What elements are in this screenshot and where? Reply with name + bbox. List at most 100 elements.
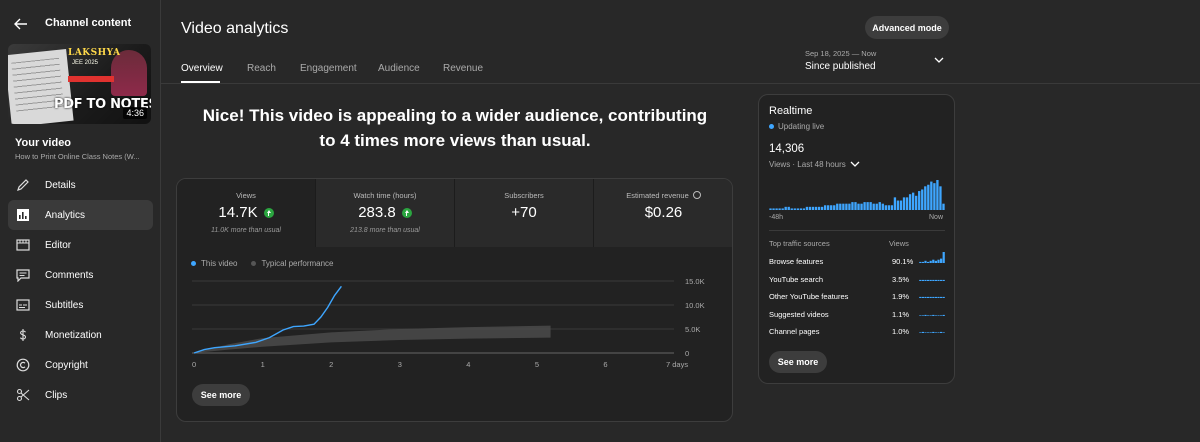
sidebar-item-comments[interactable]: Comments (8, 260, 153, 290)
metric-revenue[interactable]: Estimated revenue $0.26 (594, 179, 732, 247)
realtime-bar[interactable] (799, 208, 803, 210)
realtime-bar[interactable] (863, 202, 866, 210)
realtime-bar[interactable] (769, 208, 772, 210)
realtime-bar[interactable] (875, 203, 878, 210)
sidebar-item-label: Editor (45, 239, 72, 251)
tab-revenue[interactable]: Revenue (443, 63, 484, 74)
traffic-source-row[interactable]: Suggested videos 1.1% (769, 310, 945, 327)
video-thumbnail[interactable]: LAKSHYA JEE 2025 PDF TO NOTES 4:36 (8, 44, 151, 124)
realtime-bar[interactable] (796, 208, 799, 210)
realtime-bar[interactable] (918, 191, 921, 210)
realtime-bar[interactable] (924, 186, 927, 210)
realtime-bar[interactable] (839, 203, 842, 210)
realtime-bar[interactable] (790, 208, 793, 210)
sparkline-bar (937, 314, 940, 316)
realtime-bar[interactable] (911, 192, 915, 210)
realtime-axis-start: -48h (769, 214, 784, 221)
realtime-bar[interactable] (814, 206, 818, 210)
advanced-mode-button[interactable]: Advanced mode (865, 16, 949, 39)
sparkline-bar (940, 296, 943, 298)
realtime-bar[interactable] (908, 194, 912, 210)
tab-overview[interactable]: Overview (181, 63, 223, 74)
realtime-bar[interactable] (836, 203, 839, 210)
typical-performance-band (194, 325, 551, 353)
realtime-bar[interactable] (878, 202, 881, 210)
y-tick-label: 5.0K (685, 325, 700, 334)
views-chart: 0 5.0K 10.0K 15.0K 0 1 2 3 4 5 6 7 days (192, 277, 705, 369)
realtime-bar[interactable] (851, 202, 854, 210)
realtime-bar[interactable] (817, 206, 821, 210)
realtime-bar[interactable] (881, 203, 884, 210)
realtime-bar[interactable] (793, 208, 796, 210)
tab-reach[interactable]: Reach (247, 63, 276, 74)
sparkline-bar (919, 261, 922, 263)
tab-engagement[interactable]: Engagement (300, 63, 357, 74)
realtime-bar[interactable] (833, 205, 836, 210)
realtime-bar[interactable] (899, 200, 903, 210)
realtime-bar[interactable] (848, 203, 851, 210)
realtime-bar[interactable] (890, 205, 894, 210)
metric-views[interactable]: Views 14.7K 11.0K more than usual (177, 179, 316, 247)
realtime-bar[interactable] (936, 180, 939, 210)
back-button[interactable] (14, 14, 28, 34)
traffic-source-row[interactable]: Other YouTube features 1.9% (769, 292, 945, 309)
traffic-source-name: Channel pages (769, 327, 820, 336)
traffic-source-name: YouTube search (769, 274, 824, 284)
realtime-bar[interactable] (778, 208, 781, 210)
realtime-bar[interactable] (827, 205, 830, 210)
realtime-bar[interactable] (939, 186, 942, 210)
realtime-bar[interactable] (921, 189, 924, 210)
realtime-bar[interactable] (775, 208, 778, 210)
realtime-bar[interactable] (930, 181, 933, 210)
sidebar-item-analytics[interactable]: Analytics (8, 200, 153, 230)
see-more-button[interactable]: See more (192, 384, 250, 406)
realtime-bar[interactable] (820, 206, 824, 210)
traffic-source-row[interactable]: YouTube search 3.5% (769, 275, 945, 292)
realtime-bar[interactable] (784, 206, 787, 210)
realtime-bar[interactable] (933, 183, 936, 210)
sidebar-item-copyright[interactable]: Copyright (8, 350, 153, 380)
realtime-bar[interactable] (857, 203, 860, 210)
realtime-bar[interactable] (842, 203, 845, 210)
realtime-bar[interactable] (781, 208, 784, 210)
realtime-bar[interactable] (896, 200, 900, 210)
realtime-bar[interactable] (823, 205, 827, 210)
tab-audience[interactable]: Audience (378, 63, 420, 74)
traffic-source-row[interactable]: Channel pages 1.0% (769, 327, 945, 344)
realtime-bar[interactable] (808, 206, 812, 210)
metric-subscribers[interactable]: Subscribers +70 (455, 179, 594, 247)
metric-watch-time[interactable]: Watch time (hours) 283.8 213.8 more than… (316, 179, 455, 247)
realtime-bar[interactable] (811, 206, 815, 210)
chevron-down-icon (850, 161, 860, 167)
sidebar-item-monetization[interactable]: Monetization (8, 320, 153, 350)
realtime-bar[interactable] (772, 208, 775, 210)
realtime-bar[interactable] (927, 184, 930, 210)
realtime-bar[interactable] (887, 205, 891, 210)
sidebar-item-details[interactable]: Details (8, 170, 153, 200)
realtime-bar[interactable] (942, 203, 945, 210)
comment-icon (16, 269, 30, 282)
sparkline-bar (932, 279, 935, 281)
sidebar-item-clips[interactable]: Clips (8, 380, 153, 410)
realtime-see-more-button[interactable]: See more (769, 351, 827, 373)
realtime-bar[interactable] (905, 197, 909, 210)
realtime-bar[interactable] (884, 205, 887, 210)
realtime-bar[interactable] (860, 203, 863, 210)
realtime-bar[interactable] (902, 197, 906, 210)
realtime-bar[interactable] (830, 205, 833, 210)
realtime-bar[interactable] (869, 202, 872, 210)
realtime-period-selector[interactable]: Views · Last 48 hours (769, 159, 860, 169)
traffic-source-row[interactable]: Browse features 90.1% (769, 252, 945, 274)
realtime-bar[interactable] (893, 197, 897, 210)
realtime-bar[interactable] (866, 202, 869, 210)
realtime-title: Realtime (769, 105, 813, 117)
realtime-bar[interactable] (805, 206, 809, 210)
realtime-bar[interactable] (872, 203, 875, 210)
realtime-bar[interactable] (915, 195, 918, 210)
realtime-bar[interactable] (787, 206, 790, 210)
realtime-bar[interactable] (845, 203, 848, 210)
realtime-bar[interactable] (802, 208, 806, 210)
sidebar-item-subtitles[interactable]: Subtitles (8, 290, 153, 320)
realtime-bar[interactable] (854, 202, 857, 210)
sidebar-item-editor[interactable]: Editor (8, 230, 153, 260)
